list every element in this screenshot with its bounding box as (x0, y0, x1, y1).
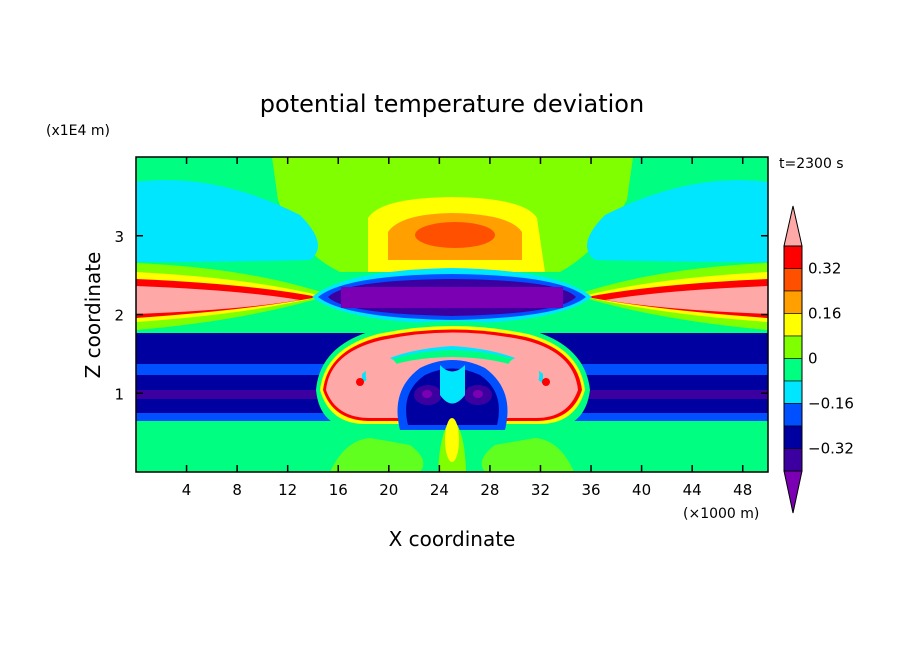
x-axis-label: X coordinate (389, 527, 516, 551)
colorbar-tick-label: −0.16 (808, 395, 854, 413)
colorbar-frame (783, 245, 803, 472)
colorbar-swatch (783, 425, 803, 449)
plume-core-cyan-stem (440, 365, 465, 404)
right-vortex-tip (542, 378, 550, 386)
plume-inner-green (365, 350, 540, 376)
chart-title: potential temperature deviation (260, 90, 644, 118)
y-tick-label: 1 (114, 385, 124, 403)
left-vortex-hook (365, 357, 398, 385)
colorbar-swatch (783, 268, 803, 292)
right-vortex-hook (507, 357, 540, 385)
x-axis: 4 8 12 16 20 24 28 32 36 40 44 48 (182, 157, 752, 499)
colorbar: 0.32 0.16 0 −0.16 −0.32 (783, 205, 854, 514)
colorbar-swatch (783, 290, 803, 314)
x-tick-label: 44 (683, 481, 702, 499)
x-tick-label: 32 (531, 481, 550, 499)
colorbar-tick-label: 0.16 (808, 305, 841, 323)
colorbar-bottom-extension (783, 470, 803, 514)
x-tick-label: 48 (733, 481, 752, 499)
right-core-purple (473, 390, 483, 398)
x-tick-label: 24 (430, 481, 449, 499)
x-tick-label: 12 (278, 481, 297, 499)
time-label: t=2300 s (779, 156, 844, 172)
x-tick-label: 40 (632, 481, 651, 499)
colorbar-tick-label: −0.32 (808, 440, 854, 458)
y-axis: 1 2 3 (114, 228, 768, 403)
colorbar-swatch (783, 380, 803, 404)
x-tick-label: 20 (379, 481, 398, 499)
y-tick-label: 3 (114, 228, 124, 246)
colorbar-tick-label: 0.32 (808, 260, 841, 278)
left-pink-layer (136, 286, 300, 314)
y-tick-label: 2 (114, 307, 124, 325)
y-axis-label: Z coordinate (81, 252, 105, 379)
lower-center-yellow-stem (445, 418, 459, 462)
mid-purple-band (341, 287, 563, 308)
left-core-purple (422, 390, 432, 398)
colorbar-swatch (783, 403, 803, 427)
colorbar-swatch (783, 335, 803, 359)
colorbar-swatch (783, 448, 803, 472)
left-cyan-region (136, 180, 318, 262)
colorbar-swatch (783, 358, 803, 382)
colorbar-tick-label: 0 (808, 350, 818, 368)
colorbar-swatch (783, 245, 803, 269)
lower-left-green-patch (330, 438, 424, 472)
upper-red-core (415, 222, 495, 248)
colorbar-top-extension (783, 205, 803, 247)
right-cyan-region (587, 180, 768, 262)
x-tick-label: 4 (182, 481, 192, 499)
lower-right-green-patch (481, 438, 574, 472)
x-tick-label: 36 (581, 481, 600, 499)
y-unit-label: (x1E4 m) (46, 123, 110, 139)
contour-field (136, 157, 768, 472)
colorbar-swatch (783, 313, 803, 337)
x-tick-label: 16 (329, 481, 348, 499)
x-tick-label: 8 (232, 481, 242, 499)
x-unit-label: (×1000 m) (683, 506, 759, 522)
left-vortex-tip (356, 378, 364, 386)
right-pink-layer (605, 286, 768, 314)
x-tick-label: 28 (480, 481, 499, 499)
